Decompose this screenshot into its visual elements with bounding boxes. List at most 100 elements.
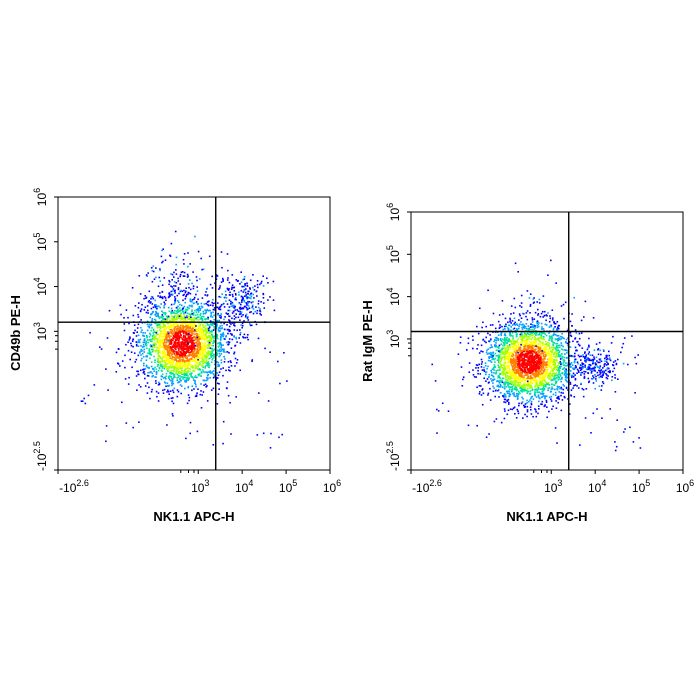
event-dot [139,352,141,354]
event-dot [520,294,523,297]
event-dot [190,342,193,345]
event-dot [562,362,565,364]
event-dot [187,335,190,338]
event-dot [200,407,203,409]
event-dot [186,323,189,326]
event-dot [167,332,170,335]
event-dot [175,269,177,271]
event-dot [519,387,521,389]
event-dot [478,385,481,387]
event-dot [506,378,509,381]
event-dot [115,351,118,354]
event-dot [200,305,203,308]
event-dot [194,333,196,335]
event-dot [554,347,557,350]
event-dot [161,370,163,372]
event-dot [168,294,171,296]
event-dot [487,348,490,350]
event-dot [514,376,517,379]
event-dot [185,348,188,351]
event-dot [188,358,191,360]
event-dot [151,312,153,315]
event-dot [182,328,184,331]
event-dot [177,311,180,313]
event-dot [154,306,156,308]
event-dot [205,310,207,312]
event-dot [180,315,183,318]
event-dot [184,290,187,292]
event-dot [519,349,522,351]
event-dot [218,345,220,347]
event-dot [257,337,260,340]
event-dot [192,341,194,344]
event-dot [173,360,175,363]
event-dot [187,265,189,268]
event-dot [162,360,164,363]
event-dot [506,367,509,369]
event-dot [511,388,514,390]
event-dot [220,359,223,361]
event-dot [508,364,510,367]
event-dot [171,309,174,312]
event-dot [181,308,184,310]
event-dot [493,364,496,366]
event-dot [536,324,538,327]
event-dot [171,293,174,296]
event-dot [170,348,172,351]
event-dot [185,381,188,383]
event-dot [500,381,502,383]
event-dot [563,385,565,387]
event-dot [169,343,171,345]
event-dot [538,337,541,340]
event-dot [163,336,166,338]
event-dot [539,315,542,318]
event-dot [198,360,200,362]
event-dot [508,324,510,327]
event-dot [151,320,153,323]
event-dot [211,372,213,374]
event-dot [176,379,179,381]
event-dot [177,343,180,346]
event-dot [152,349,155,352]
event-dot [170,322,172,324]
event-dot [199,368,201,371]
event-dot [256,283,259,286]
event-dot [197,309,199,312]
event-dot [506,336,508,339]
event-dot [556,328,558,330]
event-dot [556,365,559,367]
event-dot [549,317,552,320]
event-dot [153,331,156,333]
event-dot [188,396,191,399]
event-dot [208,324,210,327]
event-dot [510,348,512,351]
event-dot [197,351,199,354]
event-dot [183,345,185,348]
event-dot [534,391,536,393]
event-dot [494,345,496,347]
event-dot [201,315,204,318]
event-dot [479,373,482,375]
event-dot [544,375,546,377]
event-dot [210,344,213,347]
event-dot [148,300,150,302]
event-dot [145,359,148,361]
event-dot [467,342,470,345]
event-dot [202,354,205,357]
event-dot [191,353,194,355]
event-dot [516,363,519,365]
event-dot [186,371,188,373]
event-dot [561,332,563,335]
event-dot [181,369,184,372]
event-dot [541,326,543,328]
event-dot [208,334,210,337]
event-dot [244,283,246,285]
event-dot [532,367,534,370]
event-dot [564,341,567,344]
event-dot [204,294,206,296]
event-dot [536,357,539,359]
event-dot [133,332,135,334]
event-dot [551,360,554,363]
event-dot [498,382,501,384]
event-dot [555,343,557,345]
